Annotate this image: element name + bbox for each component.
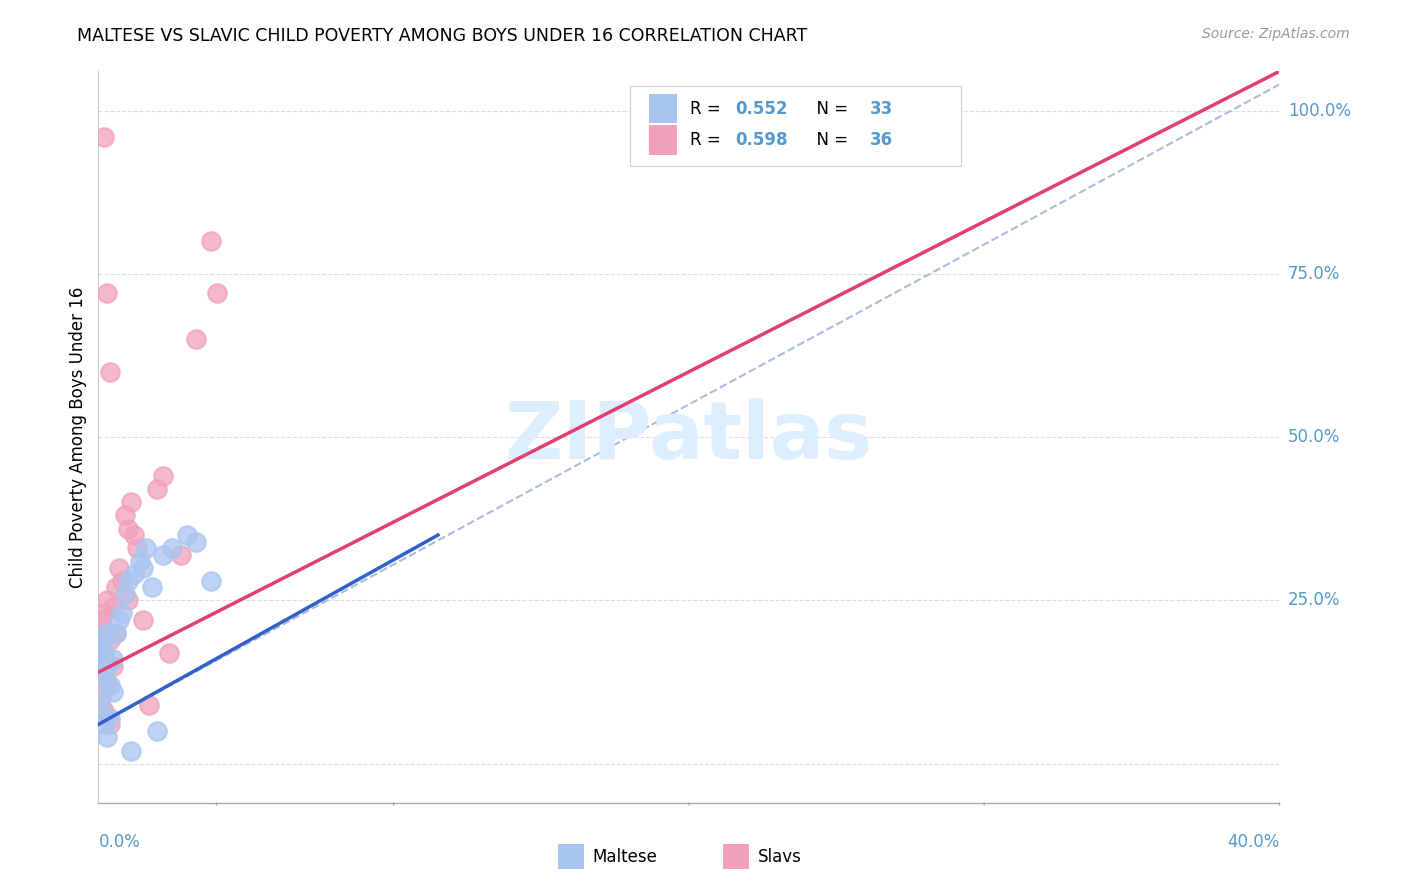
Point [200, 574, 222, 588]
Point [108, 613, 131, 627]
FancyBboxPatch shape [630, 86, 960, 167]
Point [103, 658, 125, 673]
Point [105, 580, 128, 594]
Point [117, 521, 139, 535]
Text: R =: R = [690, 131, 725, 149]
FancyBboxPatch shape [558, 845, 583, 870]
Point [117, 574, 139, 588]
Text: ZIPatlas: ZIPatlas [505, 398, 873, 476]
Point [146, 723, 169, 738]
Point [90, 665, 112, 680]
Point [96, 678, 118, 692]
Point [122, 528, 145, 542]
Point [122, 567, 145, 582]
Point [146, 483, 169, 497]
Point [135, 541, 157, 555]
Point [114, 587, 136, 601]
Text: 33: 33 [870, 100, 893, 118]
FancyBboxPatch shape [723, 845, 749, 870]
Point [90, 639, 112, 653]
Point [93, 632, 115, 647]
Point [200, 234, 222, 248]
Text: 75.0%: 75.0% [1288, 265, 1340, 283]
Point [132, 560, 155, 574]
Point [96, 731, 118, 745]
Point [184, 332, 207, 346]
Text: Maltese: Maltese [592, 848, 657, 866]
Point [90, 705, 112, 719]
Point [125, 541, 148, 555]
Text: N =: N = [806, 131, 853, 149]
Point [87, 626, 110, 640]
Point [152, 469, 174, 483]
Point [157, 646, 180, 660]
Text: N =: N = [806, 100, 853, 118]
Point [98, 632, 121, 647]
Point [111, 574, 134, 588]
Point [105, 626, 128, 640]
Point [96, 593, 118, 607]
Point [93, 705, 115, 719]
Point [87, 652, 110, 666]
Point [90, 639, 112, 653]
Point [162, 541, 183, 555]
Text: 100.0%: 100.0% [1288, 102, 1351, 120]
Text: 36: 36 [870, 131, 893, 149]
Point [98, 365, 121, 379]
Point [96, 286, 118, 301]
Point [132, 613, 155, 627]
Point [96, 658, 118, 673]
Y-axis label: Child Poverty Among Boys Under 16: Child Poverty Among Boys Under 16 [69, 286, 87, 588]
Point [120, 743, 142, 757]
Point [96, 626, 118, 640]
Point [114, 508, 136, 523]
Point [93, 607, 115, 621]
FancyBboxPatch shape [648, 94, 678, 123]
Point [108, 560, 131, 574]
Point [93, 672, 115, 686]
Point [93, 646, 115, 660]
Point [184, 534, 207, 549]
Text: 0.598: 0.598 [735, 131, 787, 149]
Point [93, 129, 115, 144]
Text: Slavs: Slavs [758, 848, 801, 866]
Point [138, 698, 160, 712]
Text: R =: R = [690, 100, 725, 118]
Point [152, 548, 174, 562]
Text: MALTESE VS SLAVIC CHILD POVERTY AMONG BOYS UNDER 16 CORRELATION CHART: MALTESE VS SLAVIC CHILD POVERTY AMONG BO… [77, 27, 807, 45]
Point [98, 678, 121, 692]
Point [205, 286, 228, 301]
Point [90, 665, 112, 680]
Point [103, 599, 125, 614]
Text: 0.552: 0.552 [735, 100, 787, 118]
Text: Source: ZipAtlas.com: Source: ZipAtlas.com [1202, 27, 1350, 41]
Point [117, 593, 139, 607]
Text: 40.0%: 40.0% [1227, 833, 1279, 851]
Point [128, 554, 150, 568]
Point [90, 691, 112, 706]
Text: 50.0%: 50.0% [1288, 428, 1340, 446]
Text: 0.0%: 0.0% [98, 833, 141, 851]
FancyBboxPatch shape [648, 126, 678, 154]
Point [105, 626, 128, 640]
Point [120, 495, 142, 509]
Point [98, 711, 121, 725]
Point [141, 580, 163, 594]
Point [93, 717, 115, 731]
Point [90, 613, 112, 627]
Point [93, 646, 115, 660]
Point [170, 548, 193, 562]
Point [90, 691, 112, 706]
Point [98, 717, 121, 731]
Point [111, 607, 134, 621]
Point [103, 685, 125, 699]
Point [103, 652, 125, 666]
Text: 25.0%: 25.0% [1288, 591, 1340, 609]
Point [176, 528, 198, 542]
